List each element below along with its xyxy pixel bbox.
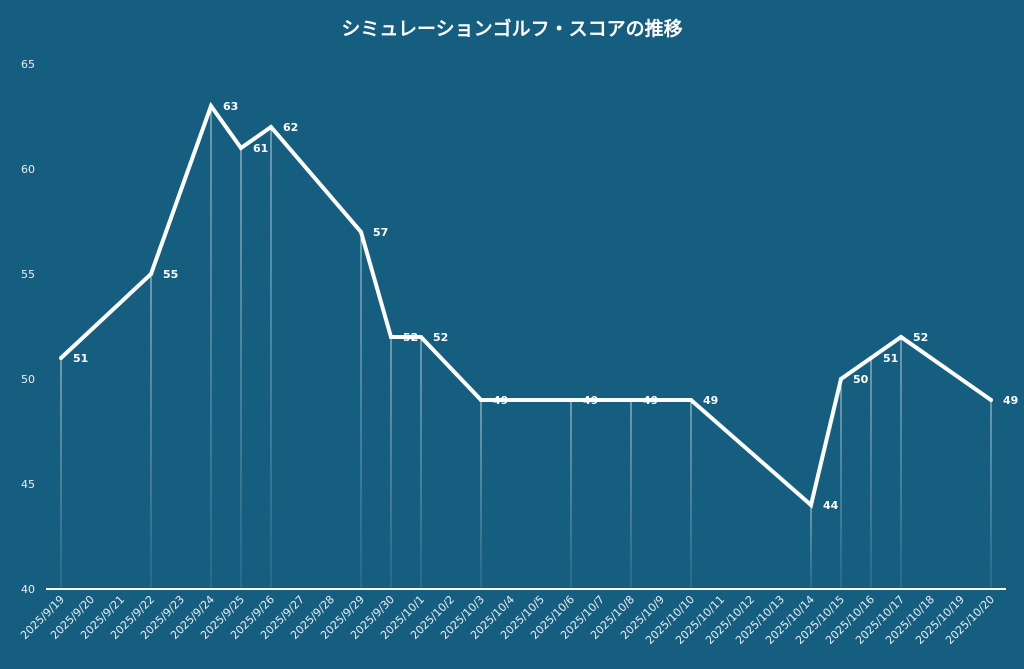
drop-line (390, 337, 392, 589)
data-label: 55 (163, 268, 178, 281)
data-point (899, 335, 903, 339)
data-point (989, 398, 993, 402)
drop-line (360, 232, 362, 589)
drop-line (420, 337, 422, 589)
y-tick-label: 50 (21, 373, 35, 386)
drop-line (630, 400, 632, 589)
drop-line (570, 400, 572, 589)
data-label: 49 (703, 394, 718, 407)
chart-title: シミュレーションゴルフ・スコアの推移 (341, 17, 682, 40)
data-label: 62 (283, 121, 298, 134)
data-point (479, 398, 483, 402)
data-point (269, 125, 273, 129)
data-point (569, 398, 573, 402)
data-label: 51 (883, 352, 898, 365)
data-label: 52 (433, 331, 448, 344)
y-tick-label: 40 (21, 583, 35, 596)
data-label: 57 (373, 226, 388, 239)
drop-line (840, 379, 842, 589)
data-label: 51 (73, 352, 88, 365)
data-label: 63 (223, 100, 238, 113)
drop-line (990, 400, 992, 589)
data-label: 61 (253, 142, 268, 155)
drop-line (870, 358, 872, 589)
drop-line (690, 400, 692, 589)
drop-line (210, 106, 212, 589)
data-point (389, 335, 393, 339)
y-tick-label: 55 (21, 268, 35, 281)
drop-line (480, 400, 482, 589)
data-label: 49 (1003, 394, 1018, 407)
data-label: 50 (853, 373, 869, 386)
data-point (839, 377, 843, 381)
drop-line (150, 274, 152, 589)
y-tick-label: 45 (21, 478, 35, 491)
data-label: 52 (403, 331, 418, 344)
data-label: 44 (823, 499, 839, 512)
drop-line (900, 337, 902, 589)
data-label: 49 (493, 394, 508, 407)
drop-line (810, 505, 812, 589)
data-label: 49 (643, 394, 658, 407)
data-label: 49 (583, 394, 598, 407)
data-label: 52 (913, 331, 928, 344)
data-point (209, 104, 213, 108)
y-tick-label: 60 (21, 163, 35, 176)
data-point (359, 230, 363, 234)
data-point (149, 272, 153, 276)
data-point (869, 356, 873, 360)
data-point (59, 356, 63, 360)
data-point (629, 398, 633, 402)
drop-line (270, 127, 272, 589)
score-series-line (59, 101, 993, 509)
data-point (239, 146, 243, 150)
data-point (689, 398, 693, 402)
drop-line (60, 358, 62, 589)
data-point (419, 335, 423, 339)
data-point (809, 503, 813, 507)
y-tick-label: 65 (21, 58, 35, 71)
drop-line (240, 148, 242, 589)
